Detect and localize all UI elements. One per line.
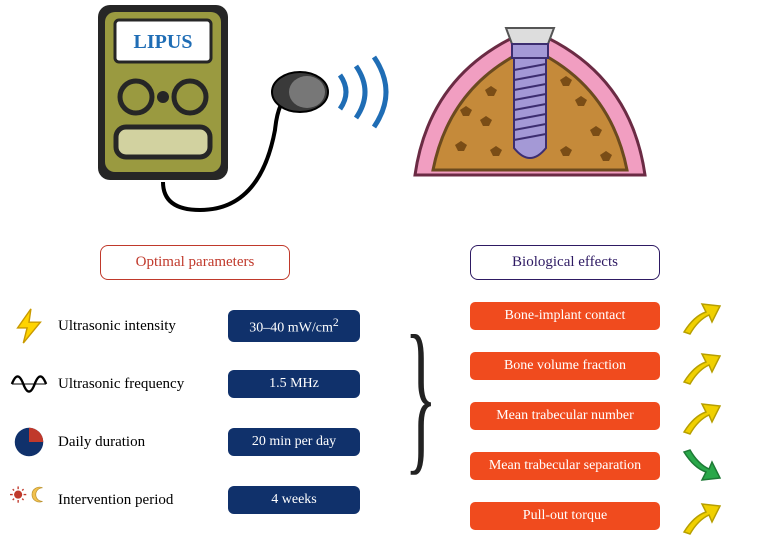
- header-right-text: Biological effects: [512, 254, 618, 270]
- header-left-text: Optimal parameters: [136, 254, 255, 270]
- param-row-period: Intervention period 4 weeks: [0, 484, 395, 516]
- top-illustration: LIPUS: [0, 0, 758, 225]
- effect-pill: Bone volume fraction: [470, 352, 660, 380]
- device-label: LIPUS: [134, 31, 193, 53]
- arrow-up-icon: [678, 346, 724, 388]
- sine-wave-icon: [10, 365, 48, 403]
- param-label: Intervention period: [58, 492, 228, 509]
- param-value-pill: 4 weeks: [228, 486, 360, 514]
- param-label: Daily duration: [58, 434, 228, 451]
- param-row-duration: Daily duration 20 min per day: [0, 426, 395, 458]
- lipus-device-icon: LIPUS: [98, 5, 228, 180]
- effect-pill: Pull-out torque: [470, 502, 660, 530]
- implant-icon: [506, 28, 554, 158]
- arrow-up-icon: [678, 496, 724, 538]
- clock-pie-icon: [10, 423, 48, 461]
- transducer-icon: [272, 72, 328, 112]
- param-row-intensity: Ultrasonic intensity 30–40 mW/cm2: [0, 310, 395, 342]
- param-label: Ultrasonic intensity: [58, 318, 228, 335]
- curly-brace-icon: }: [404, 310, 437, 480]
- header-biological-effects: Biological effects: [470, 245, 660, 280]
- param-value-pill: 20 min per day: [228, 428, 360, 456]
- effect-pill: Mean trabecular separation: [470, 452, 660, 480]
- param-value-pill: 30–40 mW/cm2: [228, 310, 360, 343]
- effect-pill: Mean trabecular number: [470, 402, 660, 430]
- arrow-up-icon: [678, 296, 724, 338]
- bone-implant-diagram-icon: [415, 28, 645, 175]
- sun-moon-icon: [10, 481, 48, 519]
- param-label: Ultrasonic frequency: [58, 376, 228, 393]
- arrow-down-icon: [678, 446, 724, 488]
- lightning-bolt-icon: [10, 307, 48, 345]
- param-value-pill: 1.5 MHz: [228, 370, 360, 398]
- ultrasound-waves-icon: [340, 57, 386, 127]
- header-optimal-parameters: Optimal parameters: [100, 245, 290, 280]
- effect-pill: Bone-implant contact: [470, 302, 660, 330]
- param-row-frequency: Ultrasonic frequency 1.5 MHz: [0, 368, 395, 400]
- arrow-up-icon: [678, 396, 724, 438]
